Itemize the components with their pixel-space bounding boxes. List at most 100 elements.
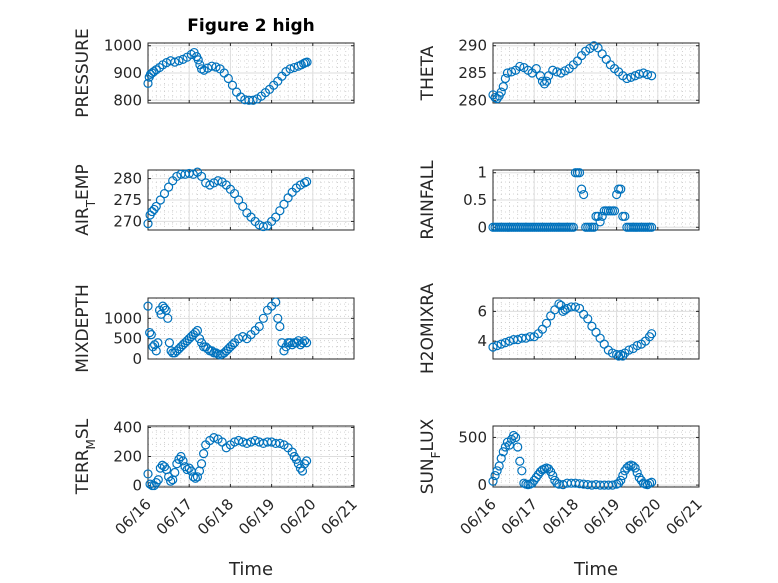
- subplot-1: 800 900 1000 PRESSURE Figure 2 high: [73, 16, 355, 118]
- y-tick-label: 800: [113, 91, 142, 109]
- data-point: [490, 92, 500, 103]
- data-point: [492, 94, 502, 104]
- data-point: [488, 476, 498, 486]
- data-point: [297, 338, 308, 348]
- data-point: [196, 171, 207, 182]
- y-axis-label: MIXDEPTH: [73, 284, 93, 373]
- data-point: [199, 448, 209, 459]
- data-point: [234, 435, 244, 446]
- data-point: [302, 57, 312, 67]
- data-point: [616, 349, 626, 360]
- y-tick-label: 4: [477, 332, 487, 350]
- data-point: [616, 184, 626, 194]
- data-point: [647, 71, 657, 81]
- data-point: [492, 466, 502, 476]
- y-tick-label: 0: [477, 218, 487, 236]
- y-axis-label-main: THETA: [418, 45, 438, 101]
- axes-box: [492, 297, 700, 360]
- data-point: [616, 475, 626, 485]
- data-point: [153, 338, 163, 348]
- data-point: [570, 302, 581, 312]
- y-tick-label: 0: [132, 477, 142, 495]
- data-point: [541, 76, 552, 86]
- y-axis-label: AIRTEMP: [73, 164, 98, 235]
- data-point: [595, 217, 605, 227]
- x-tick-label: 06/18: [539, 495, 582, 538]
- y-tick-label: 0.5: [463, 191, 487, 209]
- x-tick-label: 06/17: [153, 495, 196, 538]
- y-tick-label: 1000: [104, 37, 142, 55]
- data-point: [180, 462, 190, 472]
- data-point: [159, 462, 170, 472]
- data-point: [176, 451, 186, 462]
- data-point: [647, 329, 657, 339]
- subplot-6: 4 6 H2OMIXRA: [418, 283, 700, 374]
- data-point: [188, 472, 198, 482]
- subplot-4: 0 0.5 1 RAINFALL: [418, 160, 700, 240]
- y-axis-label: TERRMSL: [73, 418, 98, 495]
- data-point: [515, 456, 525, 466]
- y-axis-label-main: H2OMIXRA: [418, 283, 438, 374]
- data-point: [531, 64, 541, 74]
- data-point: [517, 466, 527, 476]
- y-axis-label: SUNFLUX: [418, 418, 443, 494]
- y-tick-label: 6: [477, 302, 487, 320]
- data-point: [174, 454, 184, 465]
- y-axis-label: THETA: [418, 45, 438, 101]
- data-point: [193, 55, 203, 65]
- data-point: [289, 451, 299, 462]
- data-point: [496, 453, 506, 464]
- y-tick-label: 400: [113, 418, 142, 436]
- x-axis-label: Time: [228, 559, 273, 580]
- data-point: [196, 459, 207, 469]
- data-point: [213, 176, 223, 186]
- data-point: [614, 478, 624, 488]
- data-point: [628, 461, 638, 471]
- data-point: [151, 201, 161, 212]
- data-point: [258, 221, 268, 232]
- data-point: [539, 79, 550, 89]
- data-point: [287, 447, 297, 457]
- data-point: [620, 211, 630, 221]
- x-tick-label: 06/17: [498, 495, 541, 538]
- data-point: [504, 440, 515, 450]
- data-point: [609, 206, 620, 216]
- data-point: [186, 49, 196, 60]
- data-point: [632, 468, 642, 478]
- x-tick-label: 06/21: [663, 495, 706, 538]
- data-point: [622, 73, 632, 84]
- data-point: [275, 206, 285, 216]
- data-point: [170, 57, 180, 67]
- data-point: [273, 313, 283, 323]
- plot-area: [492, 425, 700, 488]
- x-axis-label: Time: [573, 559, 618, 580]
- data-point: [234, 195, 244, 205]
- y-axis-label-main: RAINFALL: [418, 160, 438, 240]
- data-point: [145, 327, 155, 338]
- data-point: [574, 168, 585, 178]
- data-point: [164, 182, 174, 192]
- data-point: [211, 62, 221, 72]
- data-point: [498, 82, 508, 92]
- data-point: [170, 467, 180, 478]
- data-point: [143, 301, 153, 311]
- data-point: [607, 480, 618, 490]
- y-axis-label: RAINFALL: [418, 160, 438, 240]
- data-point: [207, 61, 217, 71]
- data-point: [647, 477, 657, 487]
- data-point: [190, 327, 200, 338]
- data-point: [632, 341, 642, 351]
- y-axis-label-main: TERR: [73, 449, 93, 495]
- data-point: [271, 212, 281, 222]
- data-point: [647, 222, 657, 232]
- data-point: [143, 469, 153, 479]
- data-point: [238, 201, 248, 212]
- x-tick-label: 06/18: [194, 495, 237, 538]
- data-point: [209, 433, 219, 443]
- data-point: [576, 184, 587, 194]
- data-point: [250, 435, 260, 446]
- data-point: [508, 430, 519, 441]
- data-point: [299, 178, 310, 188]
- data-point: [496, 339, 506, 349]
